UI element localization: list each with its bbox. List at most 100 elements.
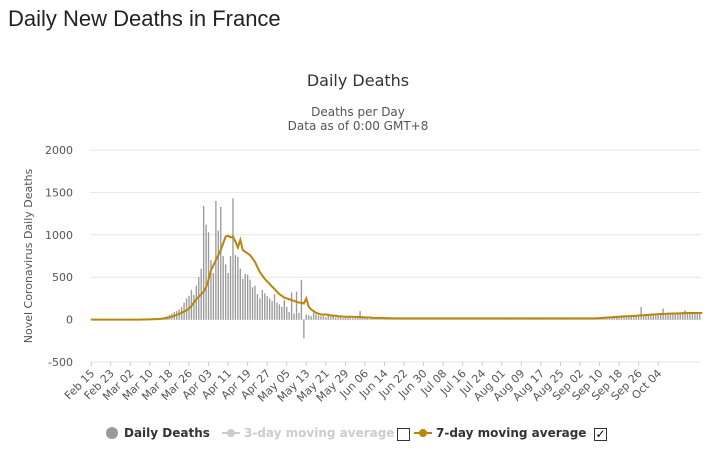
daily-deaths-bar [339, 317, 342, 320]
daily-deaths-bar [638, 316, 640, 320]
daily-deaths-bar [317, 315, 320, 320]
daily-deaths-bar [290, 292, 293, 320]
daily-deaths-bar [305, 314, 307, 320]
daily-deaths-bar [376, 318, 378, 320]
daily-deaths-bar [276, 302, 278, 320]
daily-deaths-bar [660, 314, 662, 320]
daily-deaths-bar [288, 311, 290, 320]
daily-deaths-bar [239, 268, 241, 320]
daily-deaths-bar [300, 279, 303, 320]
daily-deaths-bar [699, 312, 701, 320]
daily-deaths-bar [278, 304, 281, 320]
daily-deaths-bar [689, 313, 691, 320]
daily-deaths-bar [217, 230, 219, 320]
daily-deaths-bar [283, 300, 285, 320]
daily-deaths-bar [628, 316, 630, 320]
daily-deaths-bar [655, 314, 657, 320]
seven-day-average-line [91, 234, 703, 321]
daily-deaths-bar [295, 291, 298, 320]
daily-deaths-bar [315, 314, 317, 320]
daily-deaths-bar [268, 298, 271, 320]
chart-subtitle-1: Deaths per Day [311, 105, 405, 119]
daily-deaths-bar [674, 313, 677, 320]
daily-deaths-bar [694, 312, 696, 320]
daily-deaths-bar [383, 318, 386, 320]
daily-deaths-bar [193, 295, 195, 320]
y-tick-label: 1500 [45, 186, 73, 199]
daily-deaths-bar [312, 312, 315, 320]
daily-deaths-bar [220, 206, 222, 320]
daily-deaths-bar [677, 313, 679, 320]
daily-deaths-bar [347, 316, 349, 320]
daily-deaths-bar [205, 224, 207, 320]
legend-3day-marker [222, 428, 240, 438]
daily-deaths-bar [212, 272, 215, 320]
daily-deaths-bar [640, 306, 642, 320]
daily-deaths-bar [349, 317, 351, 320]
daily-deaths-bar [237, 256, 239, 320]
daily-deaths-bar [224, 264, 227, 320]
daily-deaths-bar [298, 312, 300, 320]
toggle-3day-checkbox[interactable] [397, 428, 410, 441]
daily-deaths-bar [198, 277, 200, 320]
daily-deaths-bar [696, 312, 699, 320]
daily-deaths-bar [618, 317, 620, 320]
daily-deaths-bar [229, 256, 232, 320]
daily-deaths-bar [227, 272, 229, 320]
legend-daily-deaths[interactable]: Daily Deaths [106, 424, 210, 442]
daily-deaths-bar [369, 318, 371, 320]
daily-deaths-bar [281, 306, 283, 320]
legend-3day-label: 3-day moving average [244, 426, 395, 440]
daily-deaths-bar [322, 315, 325, 320]
daily-deaths-bar [337, 317, 339, 320]
daily-deaths-bar [320, 316, 322, 320]
daily-deaths-bar [330, 316, 332, 320]
daily-deaths-bar [623, 317, 625, 320]
daily-deaths-bar [657, 314, 659, 320]
daily-deaths-bar [691, 313, 694, 320]
y-axis-label: Novel Coronavirus Daily Deaths [22, 168, 35, 343]
daily-deaths-bar [264, 293, 266, 320]
daily-deaths-bar [684, 310, 686, 320]
legend-3day-average[interactable]: 3-day moving average [222, 424, 394, 442]
daily-deaths-bar [202, 205, 205, 320]
legend-7day-average[interactable]: 7-day moving average [414, 424, 586, 442]
daily-deaths-bar [606, 317, 608, 320]
toggle-7day-checkbox[interactable]: ✓ [594, 427, 607, 441]
daily-deaths-bar [185, 298, 188, 320]
daily-deaths-bar [645, 315, 647, 320]
daily-deaths-bar [234, 255, 237, 320]
daily-deaths-bar [366, 318, 369, 320]
y-tick-label: -500 [48, 356, 73, 369]
legend-7day-marker [414, 428, 432, 438]
legend-daily-deaths-marker [106, 427, 118, 439]
gridlines [90, 149, 701, 363]
seven-day-average-path [91, 234, 703, 321]
daily-deaths-bar [664, 314, 667, 320]
daily-deaths-bar [249, 279, 251, 320]
daily-deaths-bar [293, 313, 295, 320]
daily-deaths-bar [210, 260, 212, 320]
legend-daily-deaths-label: Daily Deaths [124, 426, 210, 440]
daily-deaths-bar [334, 317, 337, 320]
daily-deaths-bar [251, 287, 254, 320]
daily-deaths-bar [327, 313, 329, 320]
daily-deaths-bar [608, 317, 611, 320]
daily-deaths-bar [613, 317, 615, 320]
daily-deaths-bar [681, 313, 684, 320]
daily-deaths-bar [635, 316, 637, 320]
chart-subtitle-2: Data as of 0:00 GMT+8 [288, 119, 429, 133]
daily-deaths-bar [364, 318, 366, 320]
daily-deaths-bar [381, 318, 383, 320]
daily-deaths-bar [603, 317, 606, 320]
daily-deaths-bar [672, 313, 674, 320]
daily-deaths-bar [647, 315, 650, 320]
daily-deaths-bar [371, 318, 373, 320]
y-tick-label: 1000 [45, 229, 73, 242]
daily-deaths-bar [244, 273, 246, 320]
daily-deaths-bar [256, 294, 259, 320]
y-tick-label: 2000 [45, 144, 73, 157]
daily-deaths-bar [652, 314, 655, 320]
daily-deaths-bar [374, 318, 376, 320]
